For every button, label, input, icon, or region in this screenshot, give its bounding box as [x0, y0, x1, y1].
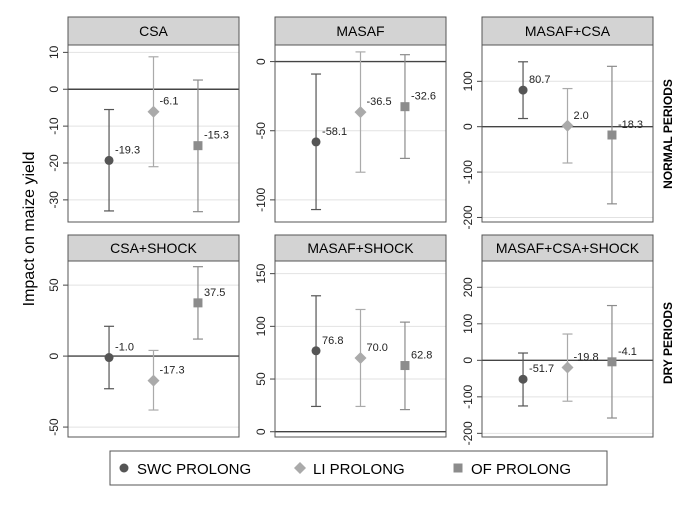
swc-prolong-point: [311, 346, 321, 356]
y-tick-label: 0: [254, 58, 268, 65]
panel-masaf-csa-title: MASAF+CSA: [525, 23, 611, 39]
panel-csa-frame: [67, 44, 240, 223]
of-prolong-value-label: -32.6: [411, 91, 436, 103]
y-tick-label: -50: [254, 122, 268, 140]
legend-frame: [109, 450, 608, 486]
li-prolong-value-label: -19.8: [574, 352, 599, 364]
of-prolong-point: [400, 102, 410, 112]
swc-prolong-point: [104, 353, 114, 363]
of-prolong-point: [400, 361, 410, 371]
legend-label-of-prolong: OF PROLONG: [471, 461, 571, 478]
y-tick-label: 100: [461, 71, 475, 91]
of-prolong-value-label: -4.1: [618, 346, 637, 358]
panel-masaf-csa-header: [481, 16, 654, 46]
li-prolong-point: [147, 374, 160, 387]
swc-prolong-point: [518, 374, 528, 384]
swc-prolong-point: [311, 137, 321, 147]
legend-label-swc-prolong: SWC PROLONG: [137, 461, 251, 478]
li-prolong-point: [147, 105, 160, 118]
panel-masaf-csa-shock-title: MASAF+CSA+SHOCK: [496, 240, 640, 256]
of-prolong-point: [193, 141, 203, 151]
y-tick-label: -10: [47, 117, 61, 135]
swc-prolong-value-label: 76.8: [322, 335, 343, 347]
legend-marker-swc-prolong: [119, 463, 129, 473]
swc-prolong-value-label: -1.0: [115, 342, 134, 354]
panel-masaf-csa: MASAF+CSA -200 -100 0 100 80.7 2.0 -18.3: [461, 16, 654, 229]
row-label-normal-periods: NORMAL PERIODS: [661, 79, 675, 189]
of-prolong-point: [193, 298, 203, 308]
swc-prolong-value-label: -19.3: [115, 144, 140, 156]
panel-masaf-frame: [274, 44, 447, 223]
li-prolong-value-label: 2.0: [574, 110, 589, 122]
panel-csa-shock: CSA+SHOCK -50 0 50 -1.0 -17.3 37.5: [47, 234, 240, 438]
y-tick-label: 100: [461, 313, 475, 333]
y-tick-label: -50: [47, 418, 61, 436]
swc-prolong-value-label: -51.7: [529, 363, 554, 375]
y-tick-label: 0: [254, 428, 268, 435]
of-prolong-value-label: -18.3: [618, 119, 643, 131]
y-tick-label: 0: [461, 357, 475, 364]
panel-masaf-shock-frame: [274, 260, 447, 438]
panel-masaf-shock-header: [274, 234, 447, 262]
y-tick-label: 0: [461, 123, 475, 130]
swc-prolong-point: [518, 85, 528, 95]
of-prolong-value-label: 62.8: [411, 350, 432, 362]
y-tick-label: 100: [254, 316, 268, 336]
panel-masaf-title: MASAF: [336, 23, 384, 39]
y-tick-label: 0: [47, 86, 61, 93]
panel-csa-header: [67, 16, 240, 46]
legend-label-li-prolong: LI PROLONG: [313, 461, 405, 478]
li-prolong-point: [561, 361, 574, 374]
panel-masaf: MASAF -100 -50 0 -58.1 -36.5 -32.6: [254, 16, 447, 223]
y-tick-label: -100: [461, 160, 475, 184]
panel-masaf-csa-shock: MASAF+CSA+SHOCK -200 -100 0 100 200 -51.7 -19.8…: [461, 234, 654, 445]
legend-marker-of-prolong: [453, 463, 463, 473]
row-label-dry-periods: DRY PERIODS: [661, 302, 675, 384]
panel-csa-shock-header: [67, 234, 240, 262]
of-prolong-value-label: -15.3: [204, 130, 229, 142]
y-tick-label: -30: [47, 191, 61, 209]
swc-prolong-value-label: 80.7: [529, 74, 550, 86]
li-prolong-value-label: 70.0: [367, 342, 388, 354]
panels: CSA-30-20-10010-19.3-6.1-15.3MASAF-100-5…: [47, 16, 654, 445]
y-tick-label: -100: [254, 188, 268, 212]
panel-csa-title: CSA: [139, 23, 168, 39]
of-prolong-value-label: 37.5: [204, 287, 225, 299]
panel-masaf-csa-shock-header: [481, 234, 654, 262]
swc-prolong-point: [104, 155, 114, 165]
of-prolong-point: [607, 130, 617, 140]
y-tick-label: -100: [461, 385, 475, 409]
panel-masaf-shock-title: MASAF+SHOCK: [307, 240, 414, 256]
legend: SWC PROLONG LI PROLONG OF PROLONG: [109, 450, 608, 486]
swc-prolong-value-label: -58.1: [322, 126, 347, 138]
y-tick-label: 150: [254, 263, 268, 283]
y-tick-label: -20: [47, 154, 61, 172]
panel-masaf-shock: MASAF+SHOCK 0 50 100 150 76.8 70.0 62.8: [254, 234, 447, 438]
y-axis-label: Impact on maize yield: [21, 152, 38, 307]
y-tick-label: -200: [461, 421, 475, 445]
li-prolong-value-label: -36.5: [367, 96, 392, 108]
y-tick-label: 0: [47, 352, 61, 359]
y-tick-label: -200: [461, 205, 475, 229]
y-tick-label: 50: [254, 372, 268, 386]
panel-csa-shock-frame: [67, 260, 240, 438]
y-tick-label: 10: [47, 45, 61, 59]
panel-masaf-csa-shock-frame: [481, 260, 654, 438]
panel-csa: CSA -30 -20 -10 0 10 -19.3 -6.1 -15.3: [47, 16, 240, 223]
of-prolong-point: [607, 357, 617, 367]
panel-csa-shock-title: CSA+SHOCK: [110, 240, 197, 256]
y-tick-label: 200: [461, 277, 475, 297]
li-prolong-point: [354, 351, 367, 364]
li-prolong-value-label: -17.3: [160, 365, 185, 377]
li-prolong-point: [354, 106, 367, 119]
panel-masaf-csa-frame: [481, 44, 654, 223]
legend-marker-li-prolong: [294, 462, 306, 474]
li-prolong-value-label: -6.1: [160, 96, 179, 108]
y-tick-label: 50: [47, 278, 61, 292]
li-prolong-point: [561, 119, 574, 132]
